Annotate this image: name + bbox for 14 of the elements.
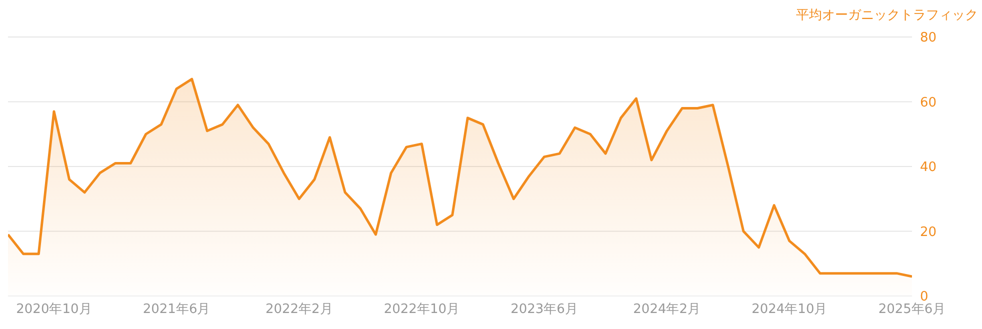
x-tick-label: 2025年6月 bbox=[878, 302, 946, 318]
y-axis-title: 平均オーガニックトラフィック bbox=[796, 7, 978, 24]
x-tick-label: 2021年6月 bbox=[142, 302, 210, 318]
y-tick-label: 40 bbox=[920, 160, 937, 176]
y-tick-label: 60 bbox=[920, 95, 937, 110]
y-tick-label: 0 bbox=[920, 290, 928, 305]
x-tick-label: 2023年6月 bbox=[510, 302, 578, 318]
x-tick-label: 2022年10月 bbox=[384, 302, 460, 318]
x-tick-label: 2022年2月 bbox=[265, 302, 333, 318]
x-tick-label: 2024年2月 bbox=[633, 302, 701, 318]
y-tick-label: 80 bbox=[920, 30, 937, 46]
x-tick-label: 2024年10月 bbox=[752, 302, 828, 318]
x-tick-label: 2020年10月 bbox=[16, 302, 92, 318]
y-tick-label: 20 bbox=[920, 224, 937, 240]
